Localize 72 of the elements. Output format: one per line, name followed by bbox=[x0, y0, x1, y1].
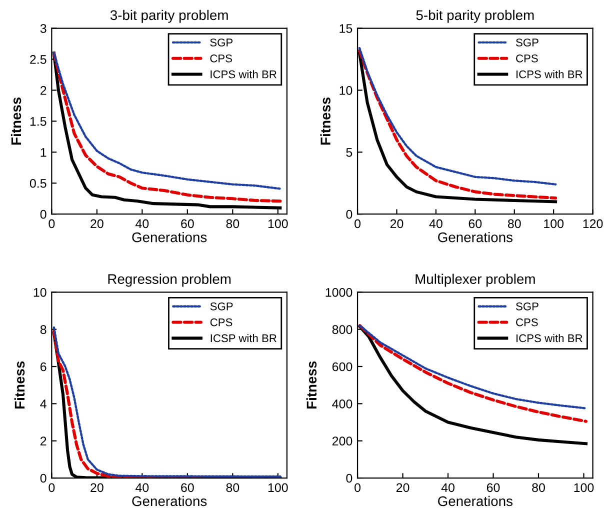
x-axis-title: Generations bbox=[132, 496, 207, 506]
x-tick-label: 0 bbox=[48, 483, 55, 492]
legend-label: ICPS with BR bbox=[516, 334, 582, 342]
legend-label: ICPS with BR bbox=[210, 70, 276, 78]
x-tick-label: 0 bbox=[48, 219, 55, 228]
x-tick-label: 100 bbox=[268, 483, 288, 492]
x-tick-label: 40 bbox=[429, 219, 442, 228]
y-tick-label: 15 bbox=[340, 24, 352, 33]
y-axis-title: Fitness bbox=[320, 97, 330, 145]
legend-label: SGP bbox=[210, 38, 233, 46]
x-tick-label: 80 bbox=[508, 219, 521, 228]
x-tick-label: 20 bbox=[90, 219, 104, 228]
x-tick-label: 20 bbox=[90, 483, 104, 492]
x-tick-label: 40 bbox=[441, 483, 454, 492]
x-tick-label: 80 bbox=[226, 483, 240, 492]
y-tick-label: 2.5 bbox=[30, 55, 46, 64]
y-tick-label: 3 bbox=[40, 24, 46, 33]
chart-title: Multiplexer problem bbox=[416, 274, 535, 287]
y-tick-label: 0 bbox=[346, 474, 352, 483]
chart-title: 3-bit parity problem bbox=[110, 10, 228, 23]
legend-label: SGP bbox=[516, 302, 538, 310]
legend-label: ICSP with BR bbox=[210, 334, 276, 342]
x-tick-label: 80 bbox=[226, 219, 240, 228]
x-tick-label: 60 bbox=[468, 219, 482, 228]
x-tick-label: 0 bbox=[354, 219, 361, 228]
y-tick-label: 6 bbox=[40, 362, 46, 372]
legend-label: CPS bbox=[210, 54, 232, 62]
legend-label: SGP bbox=[210, 302, 233, 310]
y-tick-label: 1000 bbox=[326, 288, 352, 297]
legend-label: CPS bbox=[516, 318, 538, 326]
y-tick-label: 2 bbox=[40, 86, 46, 95]
x-tick-label: 80 bbox=[532, 483, 545, 492]
x-tick-label: 20 bbox=[396, 483, 410, 492]
y-tick-label: 200 bbox=[332, 436, 352, 446]
y-tick-label: 1 bbox=[40, 148, 46, 157]
y-tick-label: 0 bbox=[40, 210, 46, 219]
x-tick-label: 0 bbox=[354, 483, 361, 492]
x-axis-title: Generations bbox=[438, 232, 512, 242]
y-tick-label: 2 bbox=[40, 436, 46, 446]
y-tick-label: 0.5 bbox=[30, 178, 46, 188]
x-tick-label: 40 bbox=[136, 219, 149, 228]
x-tick-label: 20 bbox=[390, 219, 404, 228]
y-tick-label: 800 bbox=[332, 325, 352, 334]
x-tick-label: 100 bbox=[268, 219, 288, 228]
legend-label: SGP bbox=[516, 38, 538, 46]
y-axis-title: Fitness bbox=[14, 361, 25, 408]
x-tick-label: 60 bbox=[181, 483, 194, 492]
legend-label: CPS bbox=[210, 318, 232, 326]
y-tick-label: 0 bbox=[346, 210, 352, 219]
y-tick-label: 8 bbox=[40, 325, 46, 334]
y-tick-label: 400 bbox=[332, 399, 352, 408]
y-axis-title: Fitness bbox=[306, 361, 317, 408]
y-axis-title: Fitness bbox=[10, 97, 22, 145]
x-tick-label: 100 bbox=[574, 483, 594, 492]
x-tick-label: 100 bbox=[544, 219, 564, 228]
y-tick-label: 1.5 bbox=[30, 117, 46, 126]
chart-title: Regression problem bbox=[108, 274, 231, 287]
y-tick-label: 600 bbox=[332, 362, 352, 372]
x-tick-label: 40 bbox=[136, 483, 149, 492]
legend-label: CPS bbox=[516, 54, 538, 62]
x-tick-label: 60 bbox=[486, 483, 500, 492]
x-tick-label: 120 bbox=[583, 219, 603, 228]
x-axis-title: Generations bbox=[438, 496, 512, 506]
legend-label: ICPS with BR bbox=[516, 70, 582, 78]
chart-title: 5-bit parity problem bbox=[416, 10, 534, 23]
y-tick-label: 10 bbox=[34, 288, 46, 297]
x-axis-title: Generations bbox=[132, 232, 207, 242]
y-tick-label: 0 bbox=[40, 474, 46, 483]
y-tick-label: 10 bbox=[340, 86, 352, 95]
y-tick-label: 5 bbox=[346, 148, 352, 157]
x-tick-label: 60 bbox=[181, 219, 194, 228]
y-tick-label: 4 bbox=[40, 400, 46, 408]
